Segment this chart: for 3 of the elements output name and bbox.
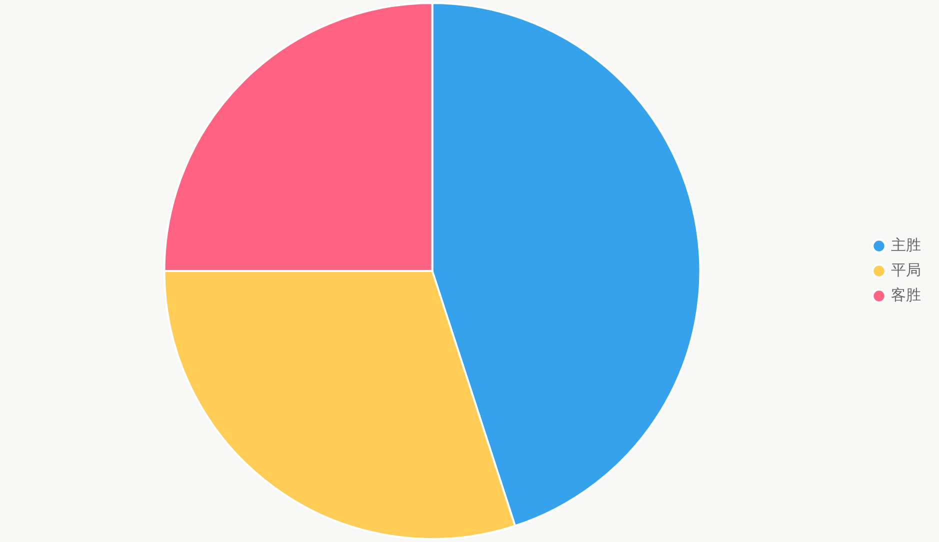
- legend-label: 平局: [891, 260, 921, 279]
- legend-label: 主胜: [891, 236, 921, 254]
- legend-label: 客胜: [891, 286, 921, 304]
